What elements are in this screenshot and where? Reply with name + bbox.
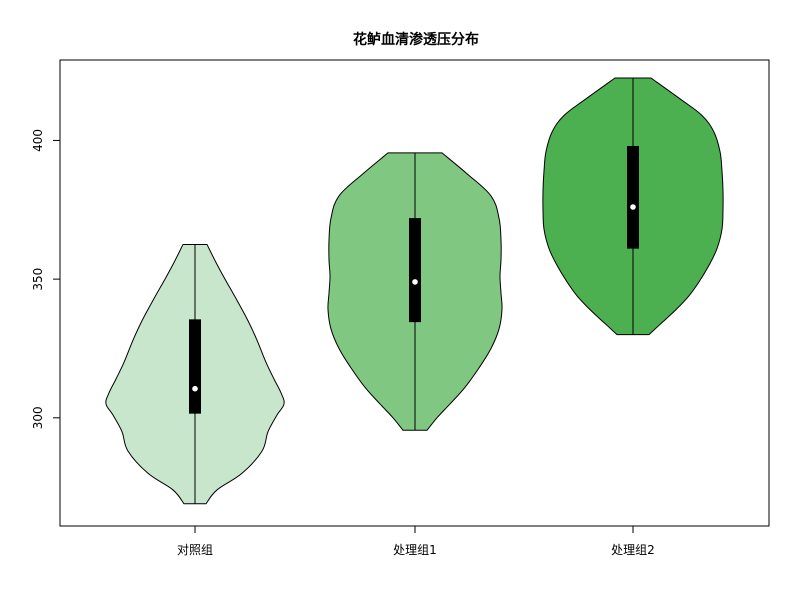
violin-group-3 <box>542 77 724 336</box>
y-tick-label-1: 300 <box>31 406 45 429</box>
x-tick-label-2: 处理组1 <box>393 543 437 557</box>
violin-median-1 <box>192 385 198 392</box>
chart-title: 花鲈血清渗透压分布 <box>353 31 479 48</box>
violin-median-2 <box>412 279 418 285</box>
y-tick-label-2: 350 <box>31 268 45 291</box>
x-tick-label-3: 处理组2 <box>611 543 655 557</box>
violin-box-1 <box>189 319 201 414</box>
violin-median-3 <box>630 204 636 210</box>
violins-layer <box>105 77 724 505</box>
plot-frame <box>59 59 770 527</box>
violin-box-2 <box>409 218 421 323</box>
x-tick-label-1: 对照组 <box>177 543 213 557</box>
y-tick-label-3: 400 <box>31 129 45 152</box>
violin-box-3 <box>627 145 639 249</box>
violin-group-2 <box>327 152 503 431</box>
violin-group-1 <box>105 243 285 505</box>
